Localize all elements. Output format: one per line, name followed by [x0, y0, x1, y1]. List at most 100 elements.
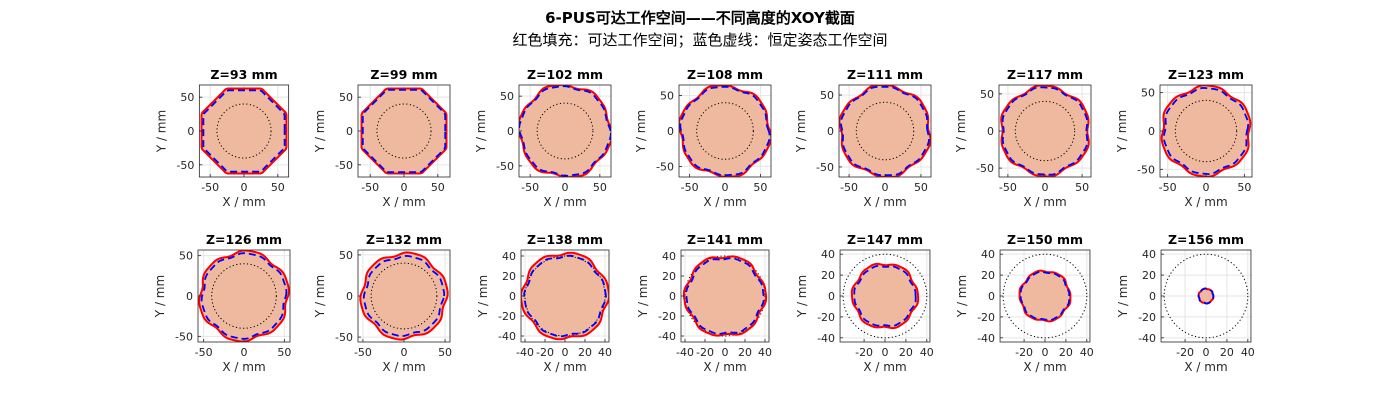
- y-tick-label: 20: [502, 270, 516, 283]
- subplot-title: Z=132 mm: [366, 232, 442, 247]
- y-axis-label: Y / mm: [474, 110, 488, 153]
- y-tick-label: -20: [498, 310, 516, 323]
- x-axis-label: X / mm: [1023, 195, 1066, 209]
- subplot-title: Z=141 mm: [687, 232, 763, 247]
- x-tick-label: 50: [593, 181, 607, 194]
- y-axis-label: Y / mm: [955, 275, 969, 318]
- x-tick-label: 20: [1220, 346, 1234, 359]
- y-tick-label: -50: [175, 330, 193, 343]
- reachable-boundary: [1018, 269, 1072, 323]
- x-tick-label: -40: [676, 346, 694, 359]
- subplot-title: Z=111 mm: [847, 67, 923, 82]
- subplot: -50 0 50 -50 0 50 Z=93 mm X / mm Y / mm: [154, 67, 290, 209]
- reference-circle: [1014, 100, 1076, 162]
- x-tick-label: -50: [201, 181, 219, 194]
- y-tick-label: 40: [502, 250, 516, 263]
- subplot: -50 0 50 -50 0 50 Z=126 mm X / mm Y / mm: [153, 232, 291, 374]
- constant-orientation-boundary: [523, 254, 607, 338]
- y-tick-label: 40: [1142, 248, 1156, 261]
- reachable-fill: [1161, 85, 1251, 177]
- reachable-fill: [851, 263, 919, 329]
- constant-orientation-boundary: [519, 85, 611, 177]
- x-tick-label: 50: [271, 181, 285, 194]
- reference-circle: [1002, 253, 1088, 339]
- reference-circle: [855, 101, 915, 161]
- y-tick-label: 50: [500, 90, 514, 103]
- x-tick-label: -20: [855, 346, 873, 359]
- x-axis-label: X / mm: [1184, 360, 1227, 374]
- reachable-boundary: [521, 251, 609, 341]
- y-tick-label: -20: [1138, 311, 1156, 324]
- x-tick-label: -50: [1159, 181, 1177, 194]
- reference-circle: [1174, 99, 1238, 163]
- x-tick-label: 50: [438, 346, 452, 359]
- subplot: -50 0 50 -50 0 50 Z=123 mm X / mm Y / mm: [1115, 67, 1253, 209]
- constant-orientation-boundary: [200, 252, 288, 340]
- y-axis-label: Y / mm: [1116, 275, 1130, 318]
- y-tick-label: -20: [977, 311, 995, 324]
- x-axis-label: X / mm: [382, 360, 425, 374]
- reachable-fill: [519, 85, 611, 177]
- x-axis-label: X / mm: [1184, 195, 1227, 209]
- y-tick-label: 50: [660, 90, 674, 103]
- x-tick-label: 20: [899, 346, 913, 359]
- y-axis-label: Y / mm: [154, 110, 168, 153]
- y-tick-label: 50: [980, 88, 994, 101]
- y-tick-label: 20: [1142, 269, 1156, 282]
- y-tick-label: -20: [817, 311, 835, 324]
- y-tick-label: 0: [987, 125, 994, 138]
- y-tick-label: 0: [669, 290, 676, 303]
- y-tick-label: 40: [981, 248, 995, 261]
- x-tick-label: 0: [401, 346, 408, 359]
- figure-title: 6-PUS可达工作空间——不同高度的XOY截面: [545, 9, 855, 27]
- x-axis-label: X / mm: [863, 360, 906, 374]
- x-tick-label: 0: [722, 346, 729, 359]
- y-tick-label: 40: [662, 250, 676, 263]
- subplot-title: Z=123 mm: [1168, 67, 1244, 82]
- subplot-title: Z=99 mm: [370, 67, 437, 82]
- reference-circle: [1163, 253, 1249, 339]
- x-tick-label: -50: [999, 181, 1017, 194]
- y-tick-label: 0: [1149, 290, 1156, 303]
- y-tick-label: 0: [186, 290, 193, 303]
- x-tick-label: 0: [562, 181, 569, 194]
- x-tick-label: -50: [354, 346, 372, 359]
- y-axis-label: Y / mm: [313, 110, 327, 153]
- y-tick-label: -50: [816, 161, 834, 174]
- y-tick-label: 0: [187, 125, 194, 138]
- x-tick-label: 40: [1080, 346, 1094, 359]
- y-tick-label: 0: [828, 290, 835, 303]
- x-tick-label: 50: [1075, 181, 1089, 194]
- x-tick-label: 50: [1237, 181, 1251, 194]
- subplot: -50 0 50 -50 0 50 Z=111 mm X / mm Y / mm: [794, 67, 932, 209]
- constant-orientation-boundary: [685, 257, 765, 335]
- y-tick-label: -50: [976, 162, 994, 175]
- x-axis-label: X / mm: [543, 195, 586, 209]
- x-tick-label: 40: [598, 346, 612, 359]
- y-tick-label: 0: [667, 125, 674, 138]
- y-tick-label: 20: [981, 269, 995, 282]
- constant-orientation-boundary: [853, 265, 917, 327]
- x-axis-label: X / mm: [222, 360, 265, 374]
- reachable-fill: [683, 256, 767, 336]
- x-tick-label: -50: [195, 346, 213, 359]
- x-axis-label: X / mm: [222, 195, 265, 209]
- y-tick-label: 50: [180, 91, 194, 104]
- y-tick-label: -40: [977, 332, 995, 345]
- y-tick-label: 50: [1141, 87, 1155, 100]
- y-tick-label: -40: [1138, 332, 1156, 345]
- y-tick-label: -40: [658, 330, 676, 343]
- constant-orientation-boundary: [1001, 86, 1089, 176]
- x-tick-label: 0: [241, 181, 248, 194]
- subplot-title: Z=108 mm: [687, 67, 763, 82]
- y-axis-label: Y / mm: [636, 275, 650, 318]
- y-tick-label: -40: [498, 330, 516, 343]
- reachable-boundary: [1000, 85, 1090, 177]
- x-axis-label: X / mm: [1023, 360, 1066, 374]
- subplot-title: Z=138 mm: [527, 232, 603, 247]
- reachable-boundary: [519, 85, 611, 177]
- x-axis-label: X / mm: [382, 195, 425, 209]
- subplot-title: Z=147 mm: [847, 232, 923, 247]
- x-tick-label: 0: [562, 346, 569, 359]
